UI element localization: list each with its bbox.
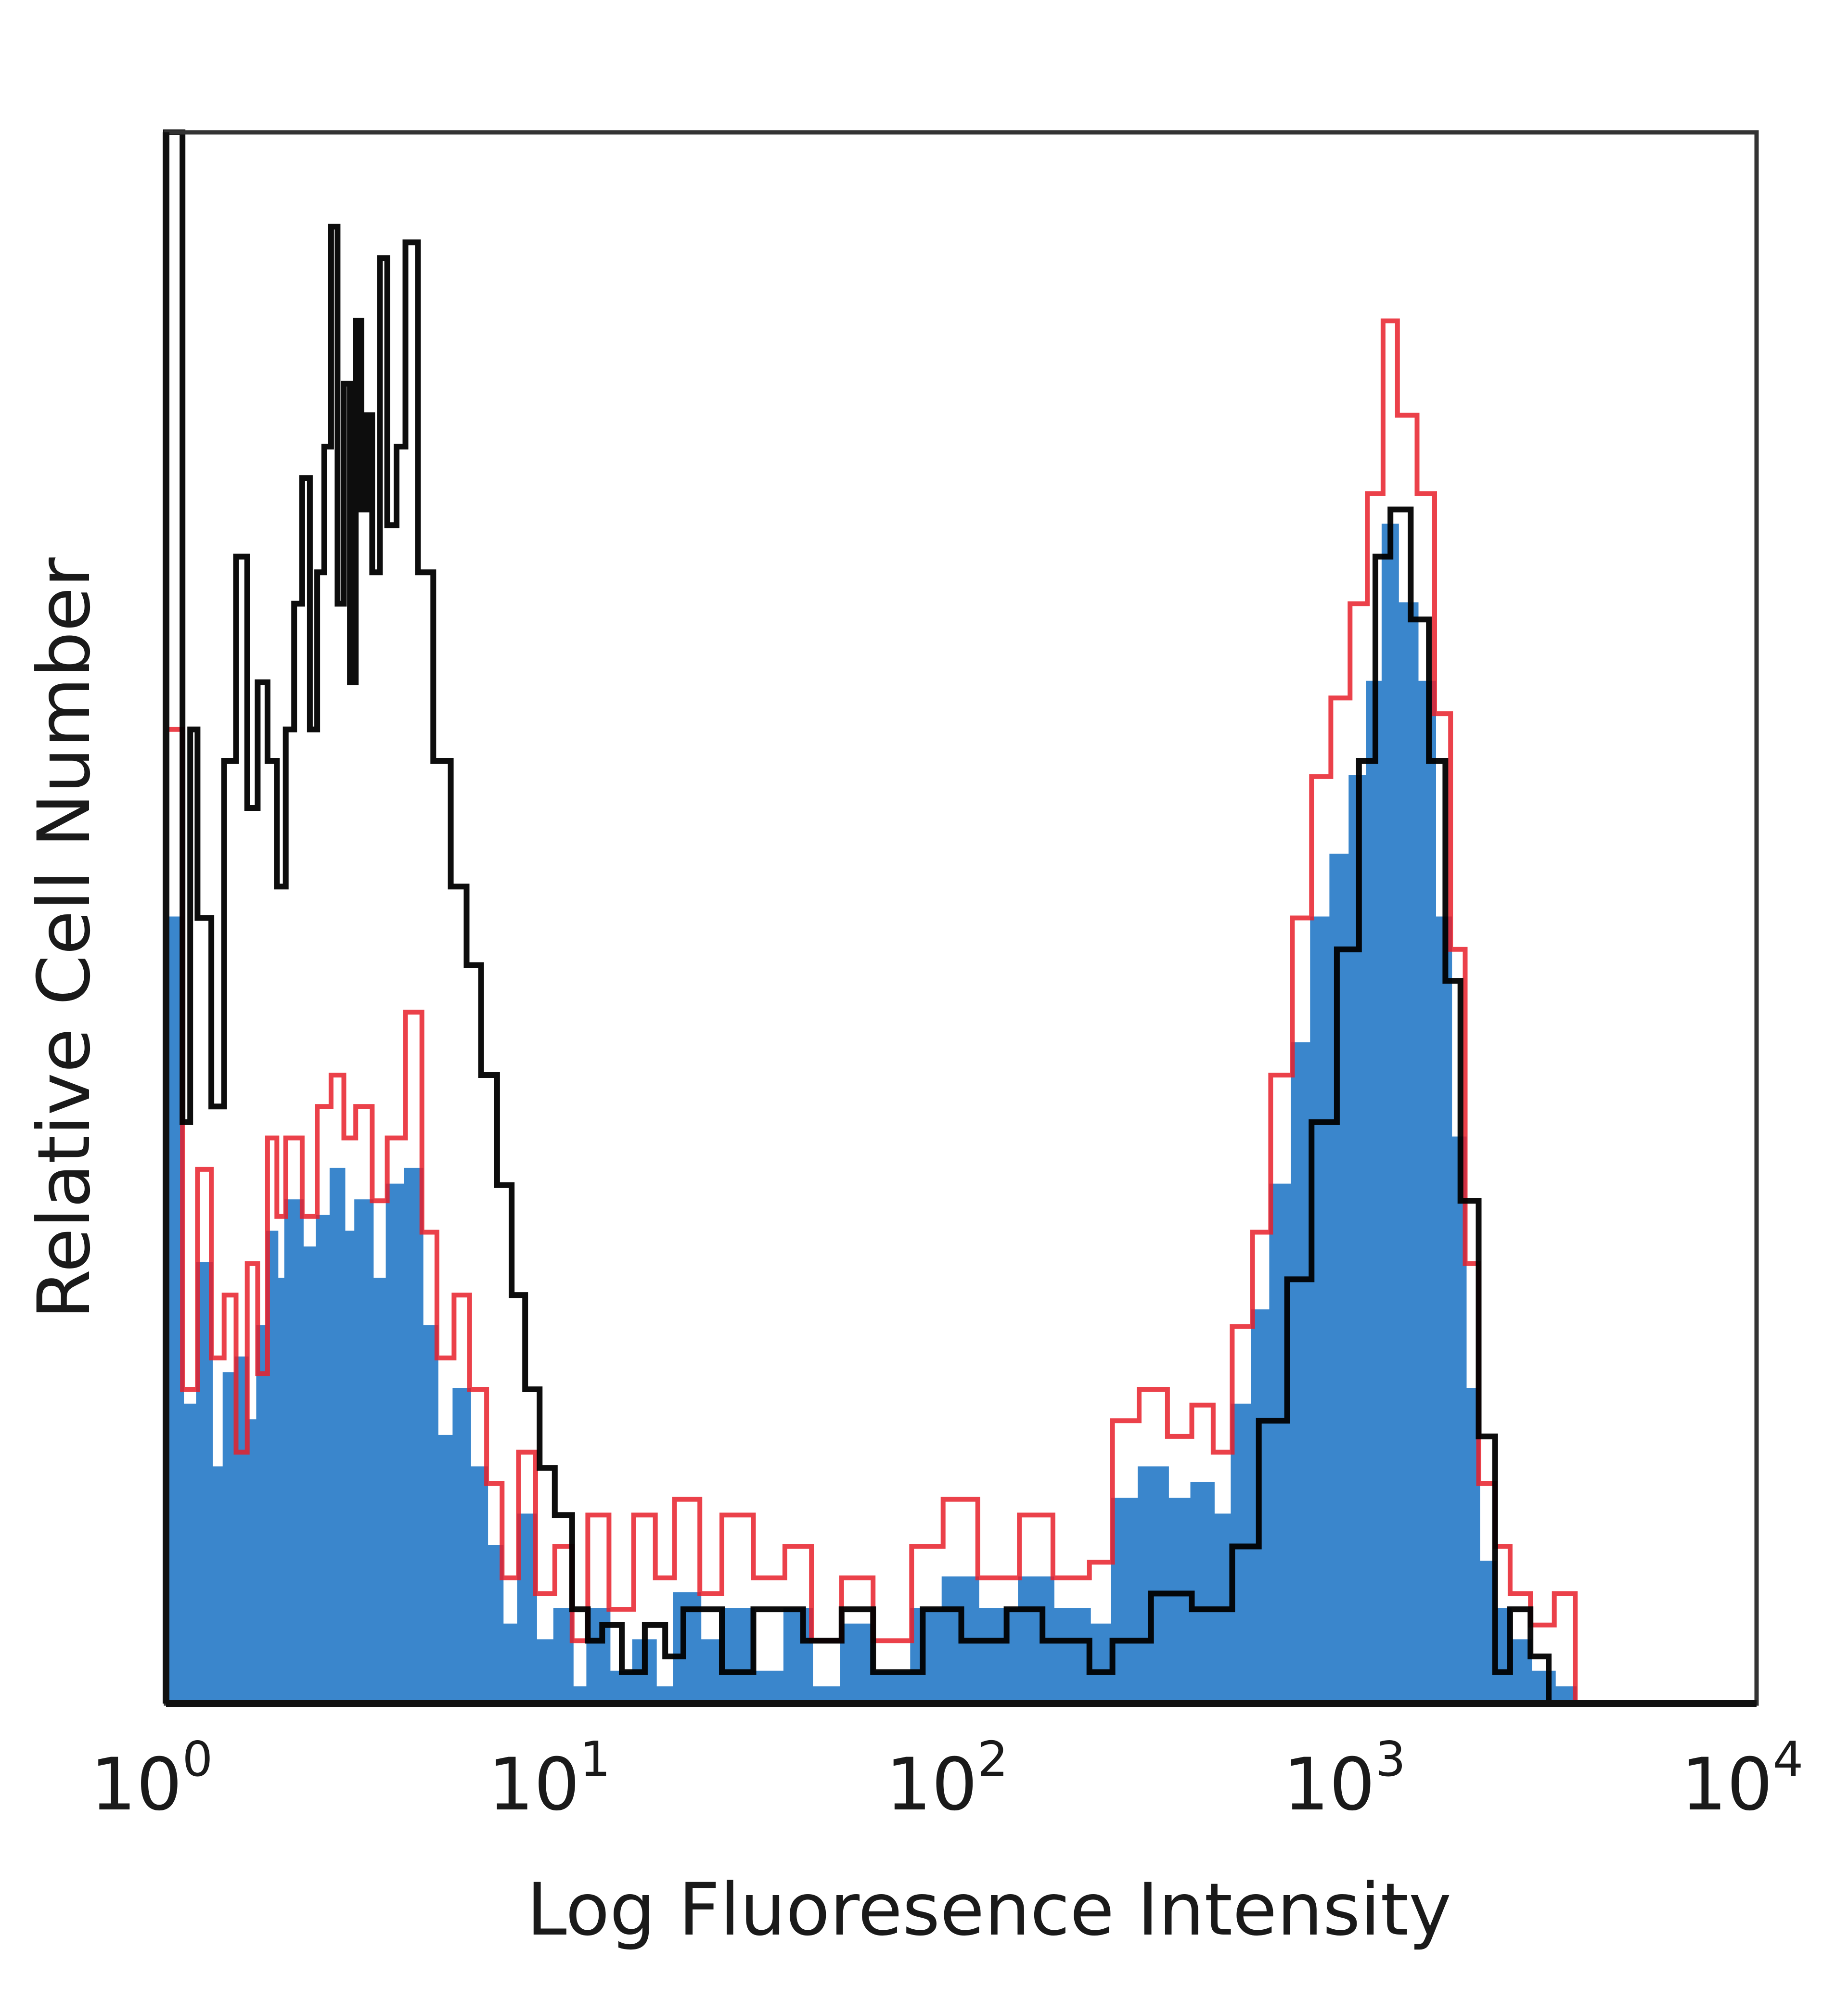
y-axis-title: Relative Cell Number bbox=[23, 557, 106, 1320]
x-tick-label: 104 bbox=[1681, 1731, 1804, 1827]
x-tick-label: 100 bbox=[90, 1731, 213, 1827]
x-tick-label: 102 bbox=[886, 1731, 1008, 1827]
series-layer bbox=[163, 129, 1578, 1705]
x-tick-label: 103 bbox=[1283, 1731, 1406, 1827]
series-black-histogram bbox=[163, 129, 1552, 1704]
series-red-histogram bbox=[164, 318, 1578, 1704]
x-axis-title: Log Fluoresence Intensity bbox=[526, 1868, 1451, 1952]
x-tick-label: 101 bbox=[488, 1731, 611, 1827]
x-tick-labels: 100 101 102 103 104 bbox=[90, 1731, 1804, 1827]
